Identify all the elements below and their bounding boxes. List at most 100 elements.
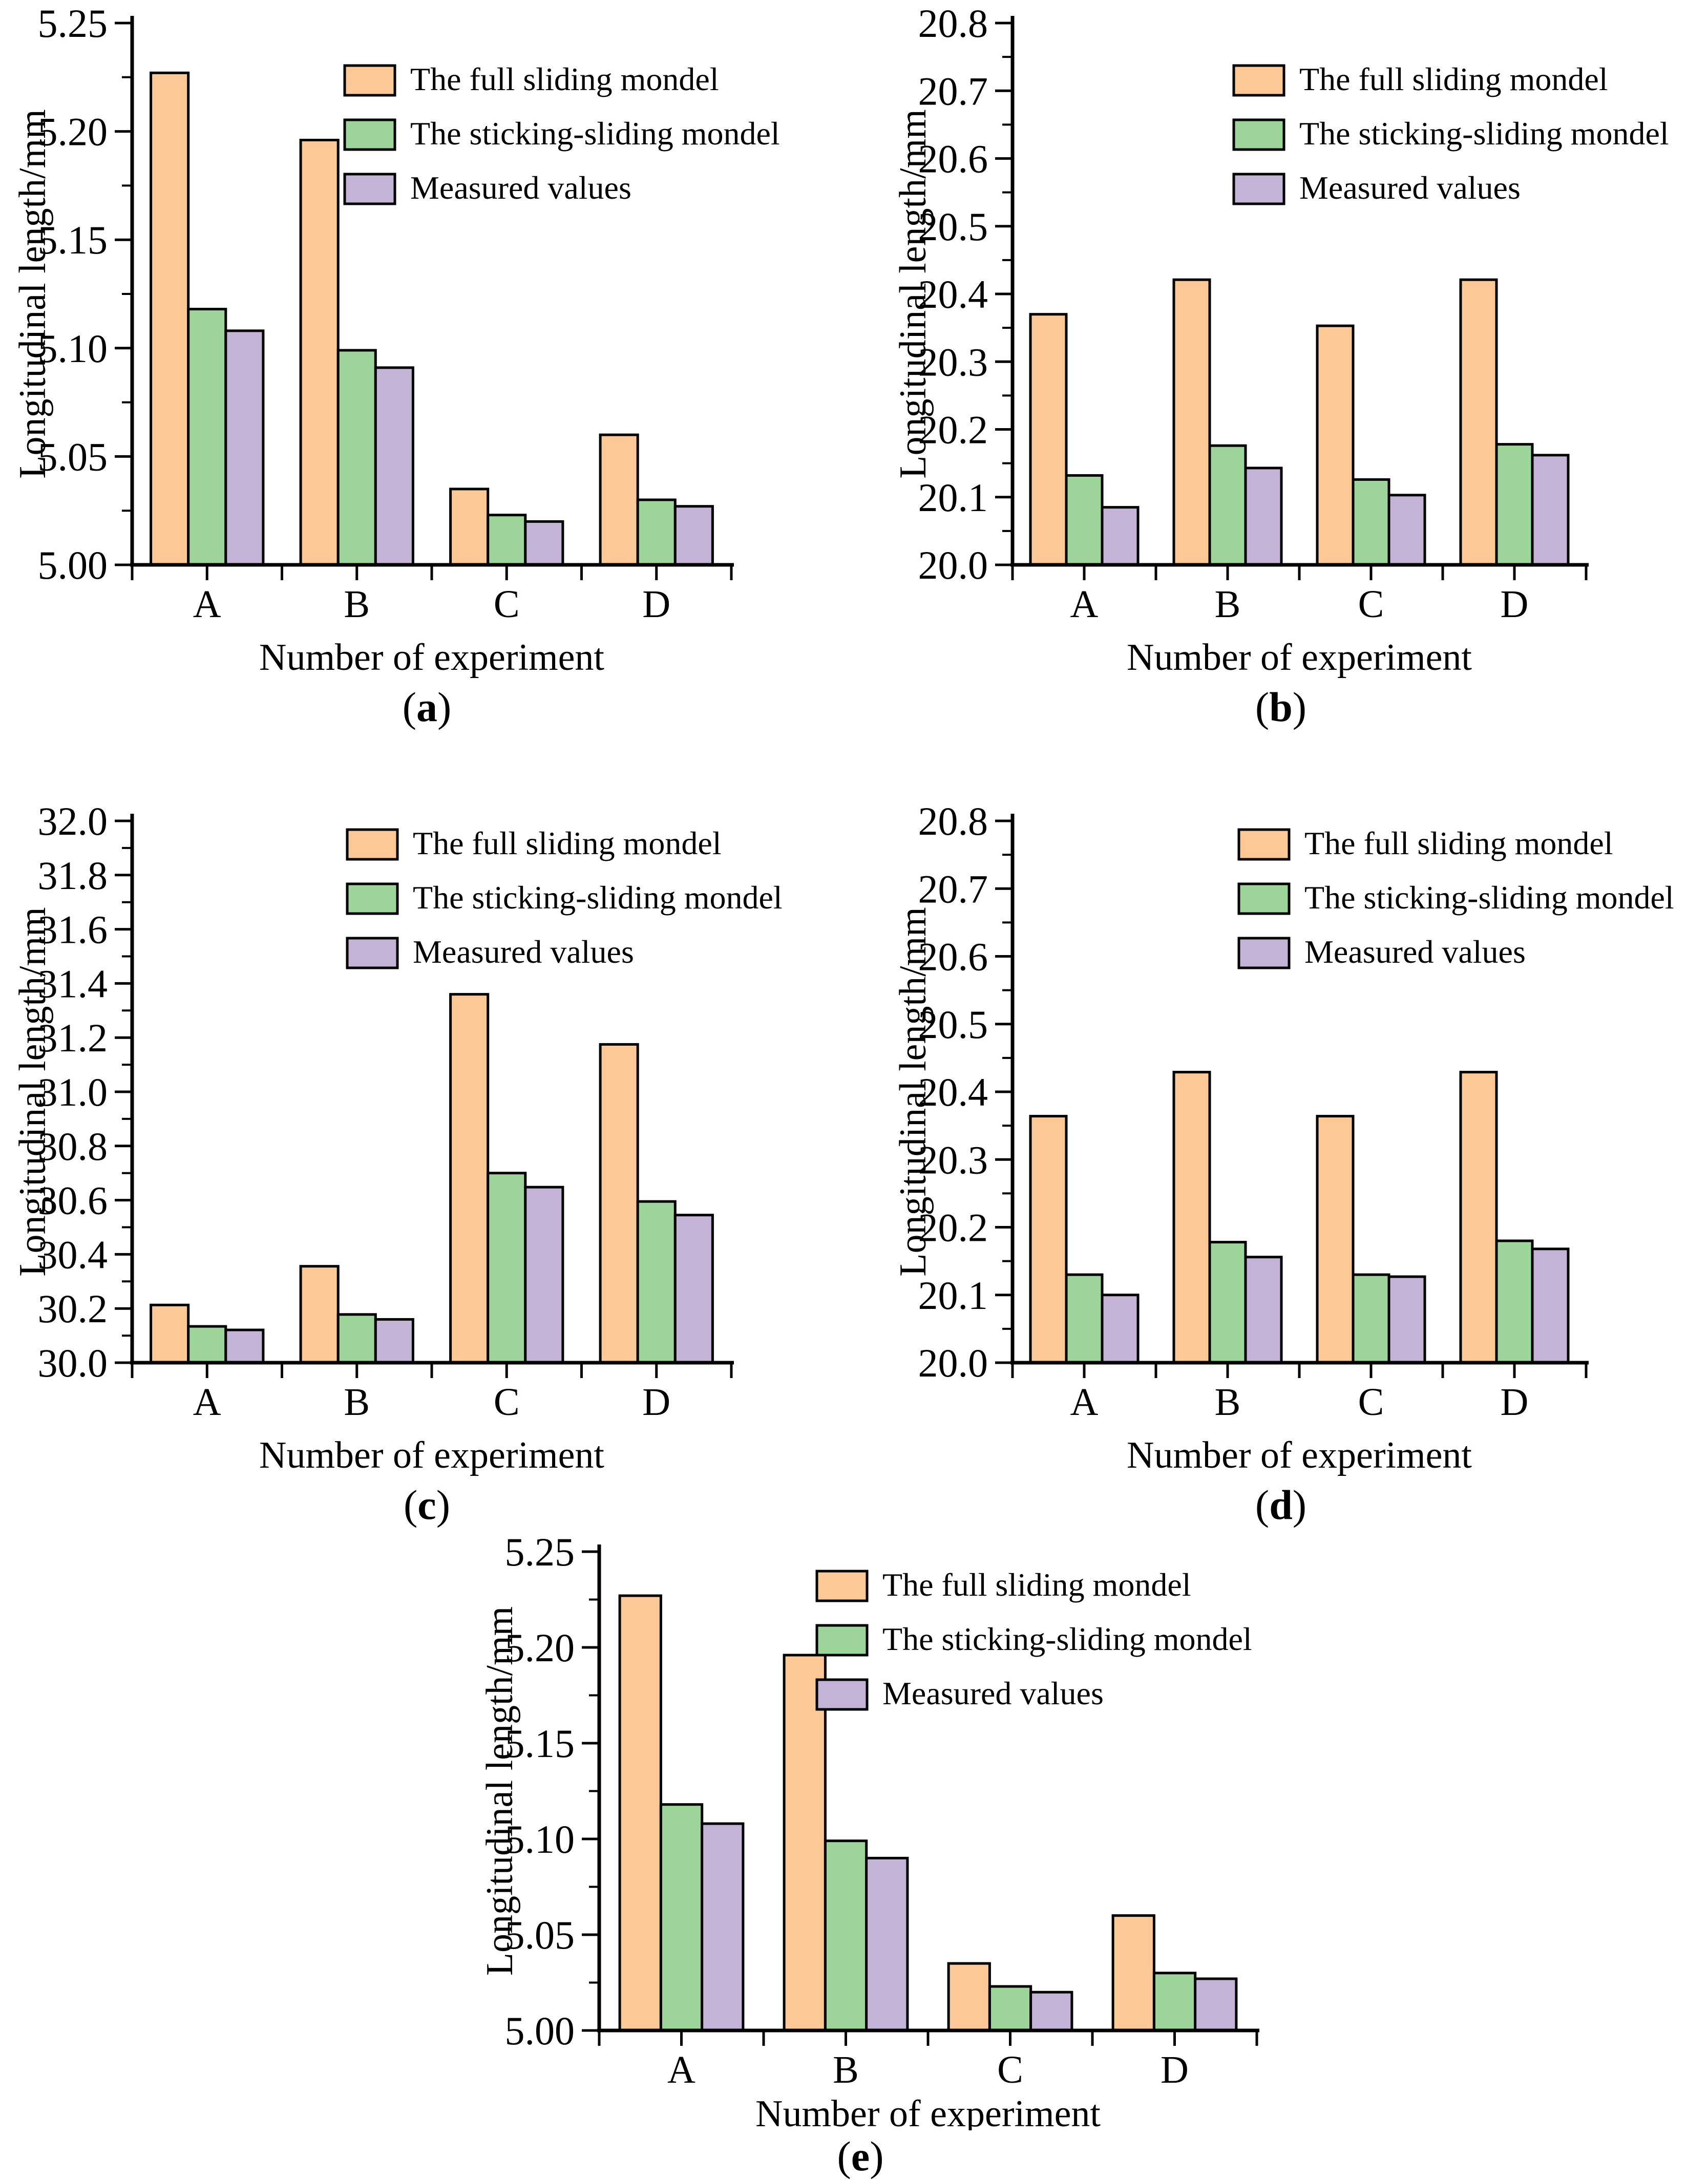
figure-panel-d: 20.0 20.1 20.2 20.3 20.4 20.5 20.6 20.7 20.8 Long… <box>854 798 1708 1527</box>
legend: The full sliding mondel The sticking-slid… <box>346 825 783 970</box>
bar-D-full <box>1459 1071 1498 1364</box>
bar-A-stick <box>1065 1273 1104 1364</box>
x-tick-label-A: A <box>667 2048 695 2091</box>
legend-label-full: The full sliding mondel <box>882 1567 1191 1603</box>
x-tick-label-C: C <box>494 1381 520 1424</box>
y-tick-label: 20.8 <box>918 799 988 843</box>
caption-e-letter: e <box>851 2133 870 2179</box>
y-tick-label: 30.6 <box>38 1178 108 1223</box>
y-tick-label: 20.0 <box>918 1341 988 1385</box>
legend-swatch-measured <box>346 937 399 969</box>
legend-label-stick: The sticking-sliding mondel <box>882 1621 1252 1657</box>
figure-panel-b: 20.0 20.1 20.2 20.3 20.4 20.5 20.6 20.7 20.8 Long… <box>854 0 1708 729</box>
bar-B-full <box>1172 278 1211 566</box>
bar-B-measured <box>374 366 414 566</box>
x-axis-title: Number of experiment <box>259 637 604 679</box>
legend-label-measured: Measured values <box>410 170 631 206</box>
caption-c-letter: c <box>417 1481 436 1528</box>
y-axis: 5.00 5.05 5.10 5.15 5.20 5.25 Longitudinal len… <box>479 1530 601 2053</box>
legend-swatch-full <box>346 828 399 861</box>
bars <box>618 1594 1238 2032</box>
legend-swatch-stick <box>346 882 399 915</box>
y-axis-title: Longitudinal length/mm <box>892 907 934 1276</box>
x-tick-label-C: C <box>494 583 520 626</box>
y-axis: 5.00 5.05 5.10 5.15 5.20 5.25 Longitudinal len… <box>12 1 134 587</box>
legend: The full sliding mondel The sticking-slid… <box>815 1567 1252 1711</box>
bar-D-measured <box>1531 1247 1570 1364</box>
x-axis: A B C D Number of experiment <box>130 563 734 679</box>
caption-e: (e) <box>440 2134 1280 2178</box>
bar-C-measured <box>1029 1991 1073 2032</box>
bar-A-stick <box>187 308 227 566</box>
caption-a-letter: a <box>416 684 437 730</box>
x-axis: A B C D Number of experiment <box>1010 1361 1589 1476</box>
bar-A-stick <box>659 1803 704 2032</box>
x-tick-label-D: D <box>1161 2048 1189 2091</box>
bar-D-stick <box>1495 1239 1534 1364</box>
caption-b-letter: b <box>1269 684 1293 730</box>
bar-C-stick <box>1352 1273 1390 1364</box>
y-tick-label: 32.0 <box>38 799 108 843</box>
bars <box>150 71 714 566</box>
x-tick-label-D: D <box>1501 583 1529 626</box>
y-tick-label: 5.25 <box>505 1530 575 1574</box>
bar-A-stick <box>187 1325 227 1364</box>
x-tick-label-C: C <box>997 2048 1023 2091</box>
bar-C-full <box>1316 324 1355 566</box>
legend-swatch-full <box>815 1570 869 1602</box>
bar-B-stick <box>824 1839 868 2032</box>
bar-C-stick <box>487 514 527 566</box>
bar-B-stick <box>336 349 377 566</box>
bar-B-full <box>299 139 340 566</box>
y-tick-label: 20.4 <box>918 1070 988 1114</box>
legend-swatch-full <box>1232 64 1285 97</box>
y-tick-label: 31.2 <box>38 1015 108 1060</box>
y-tick-label: 5.25 <box>38 1 108 46</box>
x-tick-label-A: A <box>1070 583 1099 626</box>
bar-B-measured <box>374 1318 414 1364</box>
legend-label-full: The full sliding mondel <box>1304 825 1613 861</box>
y-tick-label: 30.2 <box>38 1286 108 1331</box>
x-tick-label-B: B <box>344 1381 370 1424</box>
bar-A-full <box>1029 313 1068 566</box>
bar-D-full <box>599 1043 639 1364</box>
x-tick-label-B: B <box>833 2048 859 2091</box>
x-tick-label-B: B <box>344 583 370 626</box>
bar-A-measured <box>701 1822 745 2032</box>
bar-D-measured <box>1531 454 1570 566</box>
bar-A-full <box>618 1594 662 2032</box>
legend-swatch-full <box>343 64 396 97</box>
caption-c-close: ) <box>436 1481 451 1528</box>
bar-D-measured <box>673 1214 714 1364</box>
y-tick-label: 5.15 <box>38 218 108 262</box>
bar-C-full <box>449 993 490 1364</box>
legend-swatch-measured <box>1232 173 1285 205</box>
bar-A-measured <box>224 1328 265 1364</box>
y-tick-label: 20.3 <box>918 340 988 384</box>
bar-chart-b: 20.0 20.1 20.2 20.3 20.4 20.5 20.6 20.7 20.8 Long… <box>892 1 1669 679</box>
bar-C-stick <box>487 1172 527 1364</box>
y-axis-title: Longitudinal length/mm <box>892 109 934 478</box>
y-tick-label: 5.10 <box>505 1817 575 1861</box>
x-axis: A B C D Number of experiment <box>597 2028 1259 2130</box>
legend: The full sliding mondel The sticking-slid… <box>343 61 780 206</box>
y-tick-label: 5.05 <box>38 434 108 479</box>
bar-C-measured <box>1387 1275 1426 1364</box>
bar-B-stick <box>1208 1241 1247 1364</box>
caption-a-close: ) <box>437 684 452 730</box>
bar-A-measured <box>1101 1294 1140 1364</box>
legend: The full sliding mondel The sticking-slid… <box>1237 825 1674 970</box>
y-tick-label: 31.8 <box>38 853 108 898</box>
caption-b-close: ) <box>1292 684 1307 730</box>
legend-label-stick: The sticking-sliding mondel <box>1304 879 1674 916</box>
x-axis: A B C D Number of experiment <box>1010 563 1589 679</box>
bar-D-measured <box>673 505 714 566</box>
y-tick-label: 20.2 <box>918 1205 988 1250</box>
x-tick-label-B: B <box>1215 1381 1241 1424</box>
legend: The full sliding mondel The sticking-slid… <box>1232 61 1669 206</box>
caption-e-close: ) <box>870 2133 884 2179</box>
figure-panel-e: 5.00 5.05 5.10 5.15 5.20 5.25 Longitudinal len… <box>440 1516 1280 2178</box>
legend-swatch-measured <box>1237 937 1291 969</box>
x-axis-title: Number of experiment <box>755 2093 1101 2130</box>
y-tick-label: 20.1 <box>918 475 988 520</box>
